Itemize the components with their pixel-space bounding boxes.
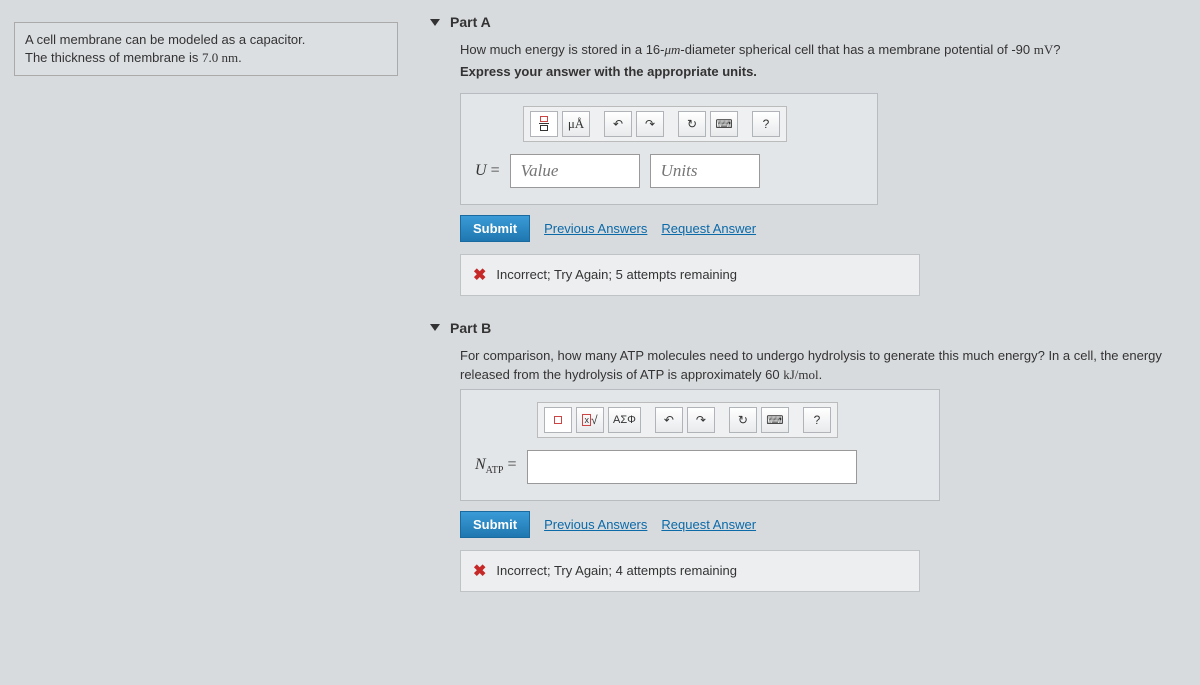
prompt-text: ? bbox=[1053, 42, 1060, 57]
part-b-prompt: For comparison, how many ATP molecules n… bbox=[460, 346, 1192, 385]
part-b: Part B For comparison, how many ATP mole… bbox=[410, 314, 1192, 592]
part-a-actions: Submit Previous Answers Request Answer bbox=[460, 215, 1192, 242]
feedback-text: Incorrect; Try Again; 5 attempts remaini… bbox=[496, 267, 737, 282]
fraction-template-icon[interactable] bbox=[530, 111, 558, 137]
keyboard-icon[interactable]: ⌨ bbox=[761, 407, 789, 433]
reset-icon[interactable]: ↻ bbox=[678, 111, 706, 137]
kj-unit: kJ/mol bbox=[783, 367, 818, 382]
reset-icon[interactable]: ↻ bbox=[729, 407, 757, 433]
part-b-title: Part B bbox=[450, 320, 491, 336]
previous-answers-link[interactable]: Previous Answers bbox=[544, 221, 647, 236]
part-a-header[interactable]: Part A bbox=[410, 8, 1192, 40]
part-b-actions: Submit Previous Answers Request Answer bbox=[460, 511, 1192, 538]
undo-icon[interactable]: ↶ bbox=[655, 407, 683, 433]
feedback-text: Incorrect; Try Again; 4 attempts remaini… bbox=[496, 563, 737, 578]
mu-unit: μm bbox=[664, 42, 680, 57]
problem-line2-post: . bbox=[238, 50, 242, 65]
part-a-subprompt: Express your answer with the appropriate… bbox=[460, 64, 1192, 79]
prompt-text: . bbox=[819, 367, 823, 382]
part-a-title: Part A bbox=[450, 14, 491, 30]
redo-icon[interactable]: ↷ bbox=[636, 111, 664, 137]
part-a: Part A How much energy is stored in a 16… bbox=[410, 8, 1192, 296]
sqrt-icon[interactable]: x√ bbox=[576, 407, 604, 433]
help-icon[interactable]: ? bbox=[803, 407, 831, 433]
problem-line1: A cell membrane can be modeled as a capa… bbox=[25, 32, 305, 47]
var-natp-label: NATP = bbox=[475, 456, 517, 476]
request-answer-link[interactable]: Request Answer bbox=[661, 221, 756, 236]
greek-button[interactable]: ΑΣΦ bbox=[608, 407, 641, 433]
caret-down-icon bbox=[430, 324, 440, 331]
problem-statement: A cell membrane can be modeled as a capa… bbox=[14, 22, 398, 76]
part-b-header[interactable]: Part B bbox=[410, 314, 1192, 346]
undo-icon[interactable]: ↶ bbox=[604, 111, 632, 137]
natp-input[interactable] bbox=[527, 450, 857, 484]
part-b-answer-panel: x√ ΑΣΦ ↶ ↷ ↻ ⌨ ? NATP = bbox=[460, 389, 940, 501]
problem-line2-pre: The thickness of membrane is bbox=[25, 50, 202, 65]
request-answer-link[interactable]: Request Answer bbox=[661, 517, 756, 532]
caret-down-icon bbox=[430, 19, 440, 26]
value-input[interactable] bbox=[510, 154, 640, 188]
units-button[interactable]: μÅ bbox=[562, 111, 590, 137]
error-icon: ✖ bbox=[473, 265, 486, 285]
redo-icon[interactable]: ↷ bbox=[687, 407, 715, 433]
part-b-feedback: ✖ Incorrect; Try Again; 4 attempts remai… bbox=[460, 550, 920, 592]
part-b-toolbar: x√ ΑΣΦ ↶ ↷ ↻ ⌨ ? bbox=[537, 402, 838, 438]
var-u-label: U = bbox=[475, 162, 500, 180]
units-input[interactable] bbox=[650, 154, 760, 188]
help-icon[interactable]: ? bbox=[752, 111, 780, 137]
previous-answers-link[interactable]: Previous Answers bbox=[544, 517, 647, 532]
part-a-prompt: How much energy is stored in a 16-μm-dia… bbox=[460, 40, 1192, 60]
mv-unit: mV bbox=[1034, 42, 1054, 57]
template-icon[interactable] bbox=[544, 407, 572, 433]
keyboard-icon[interactable]: ⌨ bbox=[710, 111, 738, 137]
part-a-feedback: ✖ Incorrect; Try Again; 5 attempts remai… bbox=[460, 254, 920, 296]
error-icon: ✖ bbox=[473, 561, 486, 581]
part-a-toolbar: μÅ ↶ ↷ ↻ ⌨ ? bbox=[523, 106, 787, 142]
submit-button[interactable]: Submit bbox=[460, 511, 530, 538]
prompt-text: How much energy is stored in a 16- bbox=[460, 42, 664, 57]
part-a-answer-panel: μÅ ↶ ↷ ↻ ⌨ ? U = bbox=[460, 93, 878, 205]
problem-thickness: 7.0 nm bbox=[202, 50, 238, 65]
submit-button[interactable]: Submit bbox=[460, 215, 530, 242]
prompt-text: -diameter spherical cell that has a memb… bbox=[680, 42, 1033, 57]
